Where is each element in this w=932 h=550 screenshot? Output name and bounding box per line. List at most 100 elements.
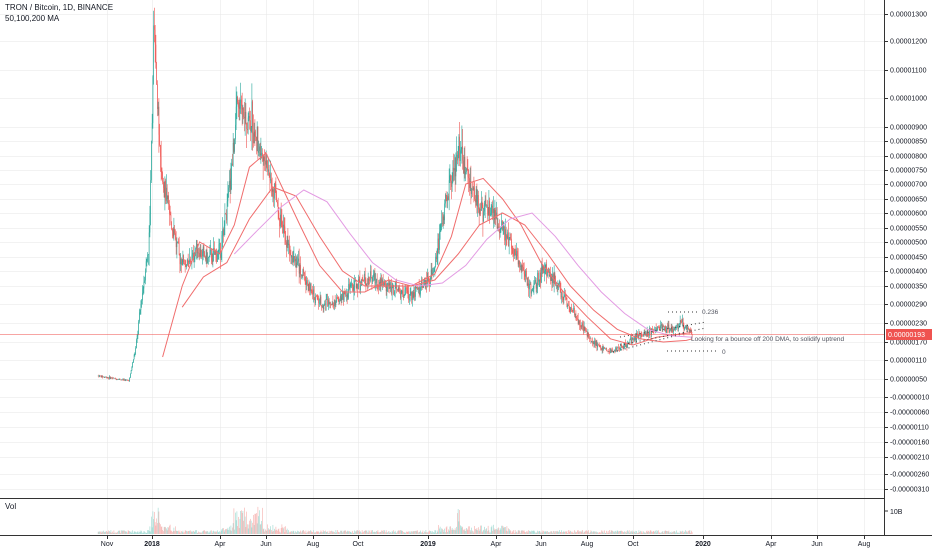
candle-body bbox=[184, 263, 185, 265]
candle-body bbox=[370, 271, 372, 278]
volume-bar bbox=[547, 531, 548, 534]
volume-bar bbox=[623, 532, 625, 534]
volume-bar bbox=[576, 531, 577, 534]
candle-body bbox=[181, 261, 183, 265]
volume-bar bbox=[252, 522, 253, 534]
candle-body bbox=[263, 156, 265, 162]
candle-body bbox=[248, 116, 250, 118]
volume-bar bbox=[116, 532, 118, 534]
volume-bar bbox=[487, 531, 488, 534]
volume-bar bbox=[412, 531, 413, 534]
candle-body bbox=[609, 351, 610, 354]
candle-body bbox=[394, 287, 396, 292]
volume-bar bbox=[436, 532, 437, 534]
volume-bar bbox=[145, 532, 146, 534]
volume-bar bbox=[296, 532, 298, 534]
volume-bar bbox=[553, 531, 555, 534]
volume-bar bbox=[311, 532, 313, 534]
volume-bar bbox=[646, 530, 647, 534]
candle-body bbox=[118, 378, 120, 380]
candle-body bbox=[673, 329, 675, 330]
candle-body bbox=[463, 156, 465, 174]
drawings[interactable]: 0.236 0 Looking for a bounce off 200 DMA… bbox=[612, 309, 844, 356]
candle-body bbox=[253, 133, 254, 144]
candle-body bbox=[673, 329, 674, 333]
candle-body bbox=[667, 324, 669, 329]
x-tick-label: Nov bbox=[101, 541, 114, 548]
volume-bar bbox=[237, 526, 238, 534]
volume-bar bbox=[571, 531, 572, 534]
candle-body bbox=[495, 210, 496, 219]
volume-bar bbox=[419, 531, 421, 534]
candle-body bbox=[136, 340, 137, 349]
candle-body bbox=[416, 287, 418, 289]
volume-bar bbox=[234, 529, 235, 534]
volume-bar bbox=[262, 529, 264, 534]
volume-bar bbox=[664, 530, 666, 534]
volume-bar bbox=[448, 529, 449, 534]
volume-bar bbox=[433, 532, 434, 534]
candle-body bbox=[554, 273, 556, 282]
volume-bar bbox=[232, 523, 234, 534]
volume-bar bbox=[367, 530, 369, 534]
y-tick-label: 0.00000700 bbox=[890, 182, 927, 189]
volume-bar bbox=[268, 528, 269, 534]
volume-bar bbox=[690, 532, 691, 534]
volume-bar bbox=[131, 532, 133, 534]
candle-body bbox=[589, 337, 590, 339]
volume-bar bbox=[144, 531, 145, 534]
candle-body bbox=[161, 167, 163, 173]
volume-bar bbox=[325, 530, 326, 534]
volume-bar bbox=[317, 530, 319, 534]
volume-bar bbox=[236, 511, 238, 534]
volume-bar bbox=[194, 531, 196, 534]
candle-body bbox=[569, 308, 571, 312]
candle-body bbox=[682, 318, 684, 327]
volume-bar bbox=[626, 531, 628, 534]
fib-label-236: 0.236 bbox=[702, 309, 719, 316]
candle-body bbox=[687, 327, 688, 329]
candle-body bbox=[339, 301, 340, 302]
volume-bar bbox=[277, 530, 278, 534]
volume-bar bbox=[251, 527, 253, 534]
volume-bar bbox=[398, 530, 400, 534]
candle-body bbox=[397, 287, 399, 290]
volume-bar bbox=[451, 529, 452, 534]
candle-body bbox=[324, 303, 325, 306]
volume-bar bbox=[153, 519, 154, 534]
candle-body bbox=[284, 226, 286, 237]
candle-body bbox=[523, 270, 525, 275]
volume-bar bbox=[534, 531, 535, 534]
channel-upper[interactable] bbox=[619, 321, 707, 338]
volume-bar bbox=[490, 527, 492, 534]
candle-body bbox=[160, 156, 162, 168]
volume-bar bbox=[541, 532, 542, 534]
candle-body bbox=[547, 270, 548, 277]
volume-bar bbox=[571, 532, 573, 534]
volume-bar bbox=[555, 531, 556, 534]
volume-bar bbox=[150, 531, 151, 534]
candle-body bbox=[232, 142, 234, 166]
volume-bar bbox=[446, 526, 448, 534]
volume-bar bbox=[457, 513, 458, 534]
candle-body bbox=[567, 304, 568, 307]
candle-body bbox=[144, 280, 145, 282]
volume-bar bbox=[663, 532, 664, 534]
channel-lower[interactable] bbox=[612, 332, 687, 353]
volume-bar bbox=[385, 532, 386, 534]
candle-body bbox=[349, 285, 351, 290]
candle-body bbox=[319, 302, 320, 304]
volume-bar bbox=[469, 530, 471, 534]
time-axis[interactable]: Nov 2018 Apr Jun Aug Oct 2019 Apr Jun Aug Oct 2020 A… bbox=[101, 535, 871, 548]
candle-body bbox=[566, 297, 568, 307]
volume-bar bbox=[564, 532, 565, 534]
volume-bar bbox=[659, 532, 661, 534]
candle-body bbox=[143, 281, 145, 289]
volume-bar bbox=[126, 531, 127, 534]
candle-body bbox=[604, 347, 605, 349]
candle-body bbox=[627, 343, 628, 347]
candle-body bbox=[252, 101, 253, 134]
volume-bar bbox=[671, 531, 673, 534]
price-axis[interactable]: 0.000013000.000012000.000011000.00001000… bbox=[884, 12, 929, 494]
